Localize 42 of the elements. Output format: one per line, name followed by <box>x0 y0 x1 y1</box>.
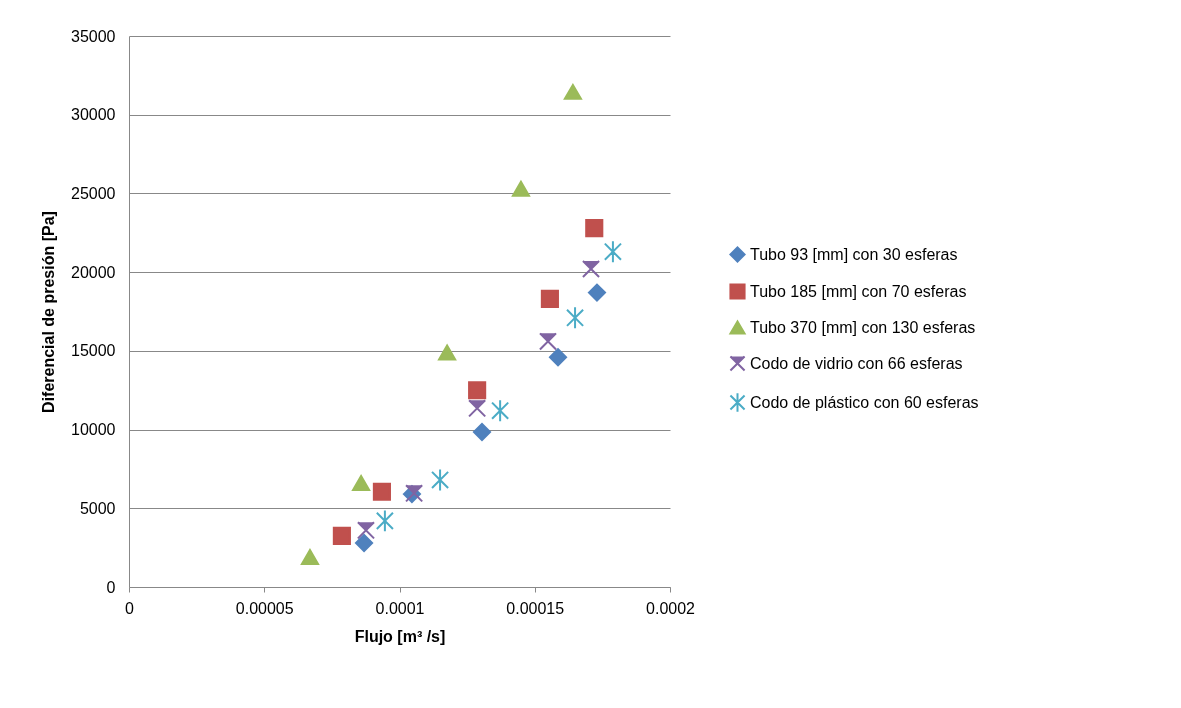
y-tick-label: 30000 <box>71 106 116 124</box>
y-tick-label: 35000 <box>71 27 116 45</box>
point <box>468 381 487 400</box>
point <box>355 533 374 552</box>
legend-label: Codo de vidrio con 66 esferas <box>750 354 963 372</box>
x-tick-label: 0.0002 <box>646 599 696 617</box>
y-tick-label: 5000 <box>79 499 116 517</box>
point <box>563 83 582 100</box>
x-tick-label: 0.00005 <box>235 599 294 617</box>
point <box>587 283 607 302</box>
y-tick-label: 0 <box>106 578 116 596</box>
point <box>332 526 351 545</box>
point <box>540 289 559 308</box>
legend-label: Tubo 93 [mm] con 30 esferas <box>750 245 958 263</box>
point <box>438 344 457 361</box>
legend-label: Codo de plástico con 60 esferas <box>750 393 979 411</box>
y-axis-title: Diferencial de presión [Pa] <box>40 211 58 413</box>
point <box>585 219 604 238</box>
legend-label: Tubo 370 [mm] con 130 esferas <box>750 318 976 336</box>
point <box>300 549 320 566</box>
point <box>565 306 585 330</box>
point <box>603 240 622 264</box>
point <box>372 482 391 501</box>
point <box>375 509 394 533</box>
point <box>352 475 371 492</box>
point <box>472 422 492 441</box>
x-axis-title: Flujo [m³ /s] <box>354 627 446 645</box>
y-tick-label: 15000 <box>71 342 116 360</box>
y-tick-label: 10000 <box>71 421 116 439</box>
y-tick-label: 25000 <box>71 184 116 202</box>
x-tick-label: 0 <box>125 599 135 617</box>
point <box>581 259 601 279</box>
point <box>548 348 568 367</box>
point <box>356 521 376 540</box>
x-tick-label: 0.0001 <box>375 599 425 617</box>
legend-label: Tubo 185 [mm] con 70 esferas <box>750 282 967 300</box>
point <box>468 399 487 418</box>
y-tick-label: 20000 <box>71 263 116 281</box>
point <box>431 468 450 492</box>
point <box>538 332 558 351</box>
x-tick-label: 0.00015 <box>506 599 565 617</box>
point <box>511 180 531 197</box>
